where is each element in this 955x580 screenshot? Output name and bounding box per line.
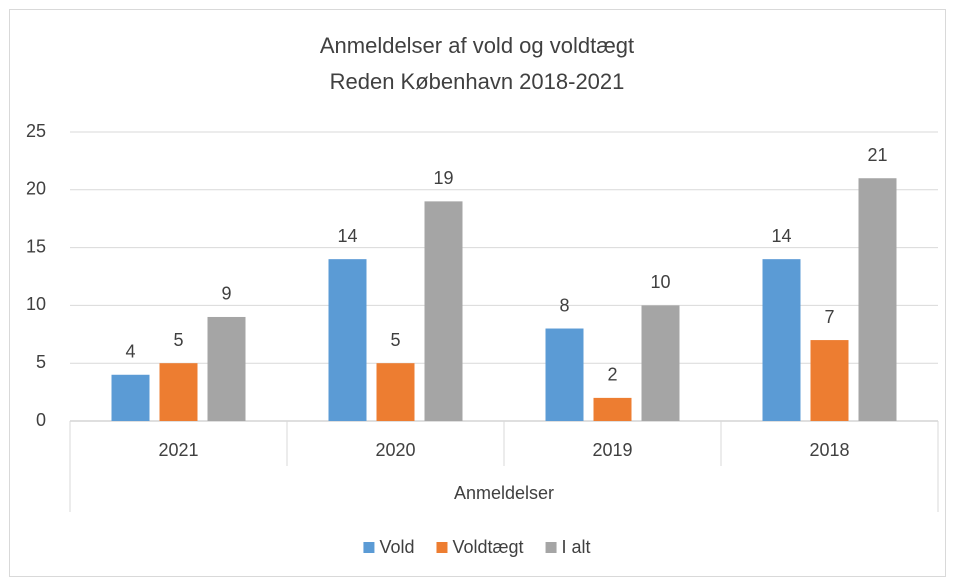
data-label: 14 bbox=[771, 226, 791, 246]
bar bbox=[762, 259, 801, 421]
bar bbox=[376, 363, 415, 421]
bar bbox=[159, 363, 198, 421]
bar bbox=[328, 259, 367, 421]
data-label: 19 bbox=[433, 168, 453, 188]
x-tick-label: 2020 bbox=[375, 440, 415, 460]
bar bbox=[207, 316, 246, 421]
data-label: 9 bbox=[221, 284, 231, 304]
y-tick-label: 10 bbox=[26, 294, 46, 314]
bar bbox=[111, 374, 150, 421]
bar bbox=[858, 178, 897, 421]
data-label: 5 bbox=[390, 330, 400, 350]
data-label: 7 bbox=[824, 307, 834, 327]
y-tick-label: 25 bbox=[26, 121, 46, 141]
x-axis-label: Anmeldelser bbox=[454, 483, 554, 503]
y-tick-label: 15 bbox=[26, 236, 46, 256]
x-tick-label: 2019 bbox=[592, 440, 632, 460]
data-label: 5 bbox=[173, 330, 183, 350]
chart-subtitle: Reden København 2018-2021 bbox=[330, 69, 625, 94]
bar bbox=[545, 328, 584, 421]
bar bbox=[810, 340, 849, 421]
data-label: 21 bbox=[867, 145, 887, 165]
legend-swatch bbox=[545, 542, 557, 553]
bar bbox=[424, 201, 463, 421]
data-label: 8 bbox=[559, 295, 569, 315]
legend-label: Vold bbox=[379, 537, 414, 557]
data-label: 4 bbox=[125, 342, 135, 362]
data-label: 10 bbox=[650, 272, 670, 292]
legend-swatch bbox=[436, 542, 448, 553]
bar bbox=[593, 397, 632, 421]
y-tick-label: 20 bbox=[26, 179, 46, 199]
y-tick-label: 0 bbox=[36, 410, 46, 430]
legend-label: I alt bbox=[562, 537, 591, 557]
bar bbox=[641, 305, 680, 421]
legend-swatch bbox=[363, 542, 375, 553]
x-tick-label: 2021 bbox=[158, 440, 198, 460]
legend-label: Voldtægt bbox=[452, 537, 523, 557]
x-tick-label: 2018 bbox=[809, 440, 849, 460]
y-tick-label: 5 bbox=[36, 352, 46, 372]
chart-title: Anmeldelser af vold og voldtægt bbox=[320, 33, 634, 58]
data-label: 2 bbox=[607, 365, 617, 385]
data-label: 14 bbox=[337, 226, 357, 246]
